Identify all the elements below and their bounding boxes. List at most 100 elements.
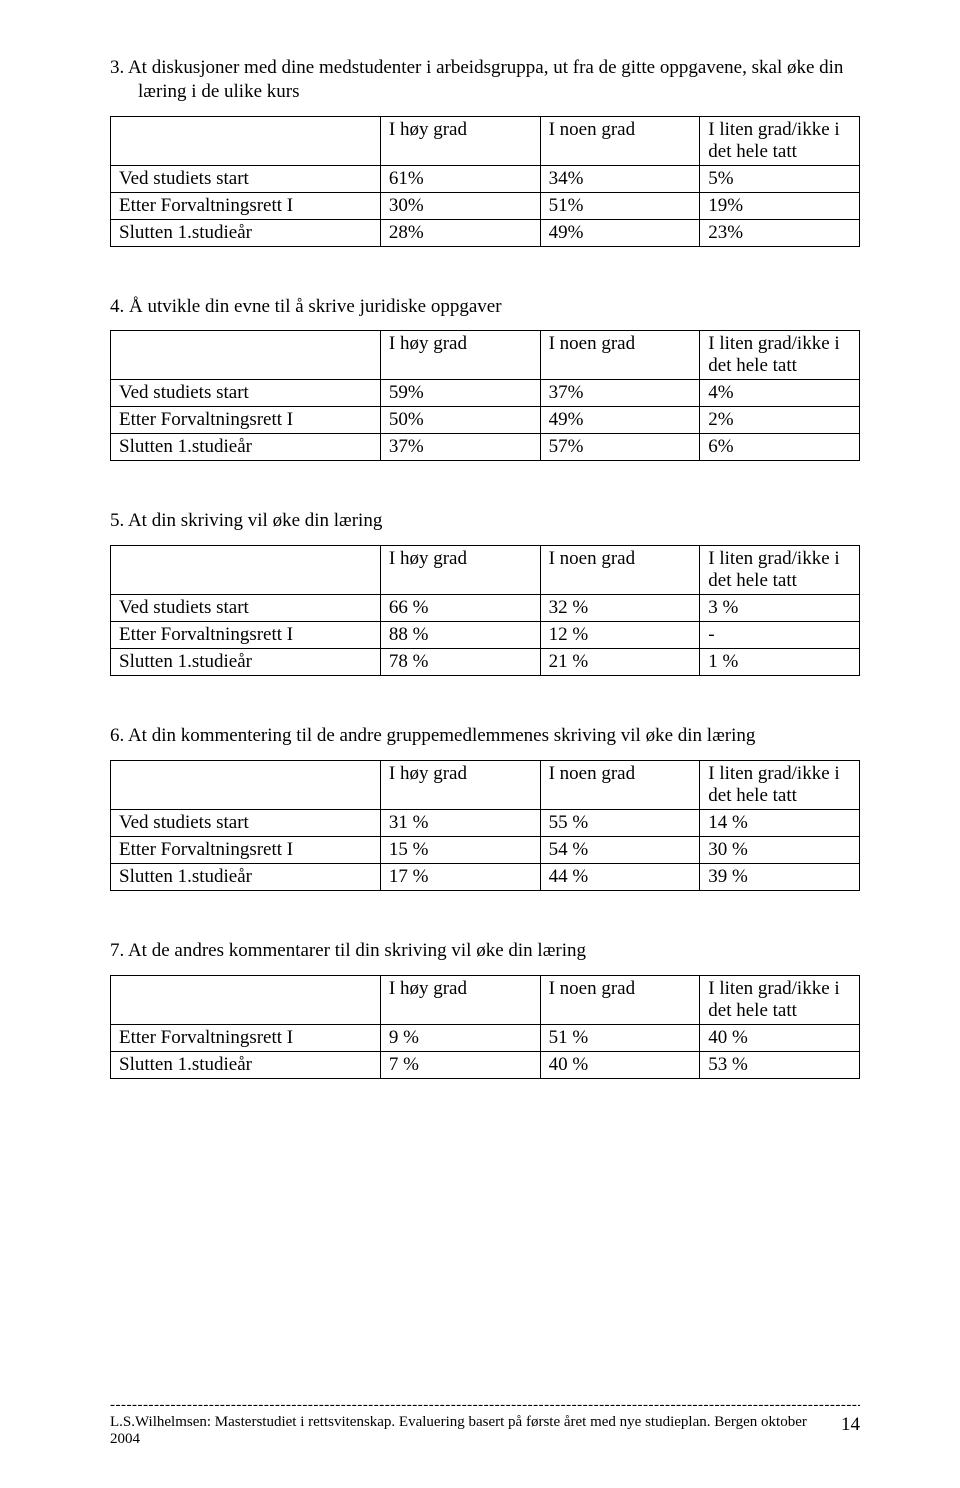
cell-value: 34% [540,165,700,192]
table-row: Slutten 1.studieår37%57%6% [111,434,860,461]
section-title: 7. At de andres kommentarer til din skri… [110,939,860,963]
footer-text: L.S.Wilhelmsen: Masterstudiet i rettsvit… [110,1414,829,1448]
table-header-blank [111,546,381,595]
data-table: I høy gradI noen gradI liten grad/ikke i… [110,975,860,1079]
cell-value: 40 % [700,1024,860,1051]
cell-value: 28% [380,219,540,246]
row-label: Slutten 1.studieår [111,219,381,246]
row-label: Etter Forvaltningsrett I [111,192,381,219]
row-label: Ved studiets start [111,809,381,836]
row-label: Slutten 1.studieår [111,649,381,676]
table-column-header: I liten grad/ikke i det hele tatt [700,760,860,809]
cell-value: 30 % [700,836,860,863]
cell-value: 37% [380,434,540,461]
cell-value: 12 % [540,622,700,649]
table-row: Ved studiets start61%34%5% [111,165,860,192]
cell-value: 59% [380,380,540,407]
table-row: Slutten 1.studieår28%49%23% [111,219,860,246]
table-column-header: I noen grad [540,546,700,595]
table-column-header: I liten grad/ikke i det hele tatt [700,331,860,380]
table-row: Etter Forvaltningsrett I30%51%19% [111,192,860,219]
cell-value: 57% [540,434,700,461]
cell-value: 49% [540,219,700,246]
cell-value: 6% [700,434,860,461]
table-header-row: I høy gradI noen gradI liten grad/ikke i… [111,331,860,380]
table-column-header: I høy grad [380,546,540,595]
cell-value: 88 % [380,622,540,649]
table-column-header: I noen grad [540,760,700,809]
table-row: Etter Forvaltningsrett I50%49%2% [111,407,860,434]
table-row: Ved studiets start66 %32 %3 % [111,595,860,622]
cell-value: 39 % [700,863,860,890]
table-column-header: I liten grad/ikke i det hele tatt [700,116,860,165]
cell-value: 5% [700,165,860,192]
section-title: 3. At diskusjoner med dine medstudenter … [110,56,860,104]
cell-value: 53 % [700,1051,860,1078]
cell-value: 50% [380,407,540,434]
cell-value: 40 % [540,1051,700,1078]
table-column-header: I noen grad [540,331,700,380]
row-label: Slutten 1.studieår [111,863,381,890]
table-column-header: I noen grad [540,116,700,165]
cell-value: 44 % [540,863,700,890]
data-table: I høy gradI noen gradI liten grad/ikke i… [110,760,860,891]
table-row: Etter Forvaltningsrett I15 %54 %30 % [111,836,860,863]
cell-value: 2% [700,407,860,434]
cell-value: 78 % [380,649,540,676]
row-label: Etter Forvaltningsrett I [111,1024,381,1051]
row-label: Slutten 1.studieår [111,1051,381,1078]
table-header-blank [111,116,381,165]
data-table: I høy gradI noen gradI liten grad/ikke i… [110,545,860,676]
table-header-blank [111,975,381,1024]
footer-separator: ----------------------------------------… [110,1397,860,1414]
cell-value: 32 % [540,595,700,622]
cell-value: 49% [540,407,700,434]
cell-value: 30% [380,192,540,219]
cell-value: 4% [700,380,860,407]
row-label: Ved studiets start [111,380,381,407]
page-number: 14 [841,1414,860,1448]
table-row: Slutten 1.studieår78 %21 %1 % [111,649,860,676]
cell-value: 61% [380,165,540,192]
table-header-blank [111,760,381,809]
table-column-header: I høy grad [380,975,540,1024]
table-column-header: I høy grad [380,116,540,165]
section-title: 5. At din skriving vil øke din læring [110,509,860,533]
cell-value: 31 % [380,809,540,836]
table-column-header: I høy grad [380,760,540,809]
table-column-header: I liten grad/ikke i det hele tatt [700,546,860,595]
data-table: I høy gradI noen gradI liten grad/ikke i… [110,330,860,461]
table-column-header: I høy grad [380,331,540,380]
cell-value: 51% [540,192,700,219]
page-footer: ----------------------------------------… [110,1397,860,1448]
table-column-header: I liten grad/ikke i det hele tatt [700,975,860,1024]
row-label: Ved studiets start [111,165,381,192]
row-label: Ved studiets start [111,595,381,622]
cell-value: 66 % [380,595,540,622]
table-header-row: I høy gradI noen gradI liten grad/ikke i… [111,760,860,809]
table-row: Etter Forvaltningsrett I9 %51 %40 % [111,1024,860,1051]
table-column-header: I noen grad [540,975,700,1024]
table-row: Ved studiets start59%37%4% [111,380,860,407]
cell-value: 37% [540,380,700,407]
data-table: I høy gradI noen gradI liten grad/ikke i… [110,116,860,247]
section-title: 6. At din kommentering til de andre grup… [110,724,860,748]
document-page: 3. At diskusjoner med dine medstudenter … [0,0,960,1488]
cell-value: 55 % [540,809,700,836]
cell-value: 21 % [540,649,700,676]
table-header-row: I høy gradI noen gradI liten grad/ikke i… [111,116,860,165]
table-row: Slutten 1.studieår7 %40 %53 % [111,1051,860,1078]
cell-value: 9 % [380,1024,540,1051]
row-label: Etter Forvaltningsrett I [111,622,381,649]
row-label: Etter Forvaltningsrett I [111,407,381,434]
cell-value: 51 % [540,1024,700,1051]
cell-value: 7 % [380,1051,540,1078]
cell-value: 15 % [380,836,540,863]
table-row: Etter Forvaltningsrett I88 %12 %- [111,622,860,649]
cell-value: 23% [700,219,860,246]
cell-value: 17 % [380,863,540,890]
table-header-row: I høy gradI noen gradI liten grad/ikke i… [111,975,860,1024]
row-label: Etter Forvaltningsrett I [111,836,381,863]
cell-value: 1 % [700,649,860,676]
section-title: 4. Å utvikle din evne til å skrive jurid… [110,295,860,319]
